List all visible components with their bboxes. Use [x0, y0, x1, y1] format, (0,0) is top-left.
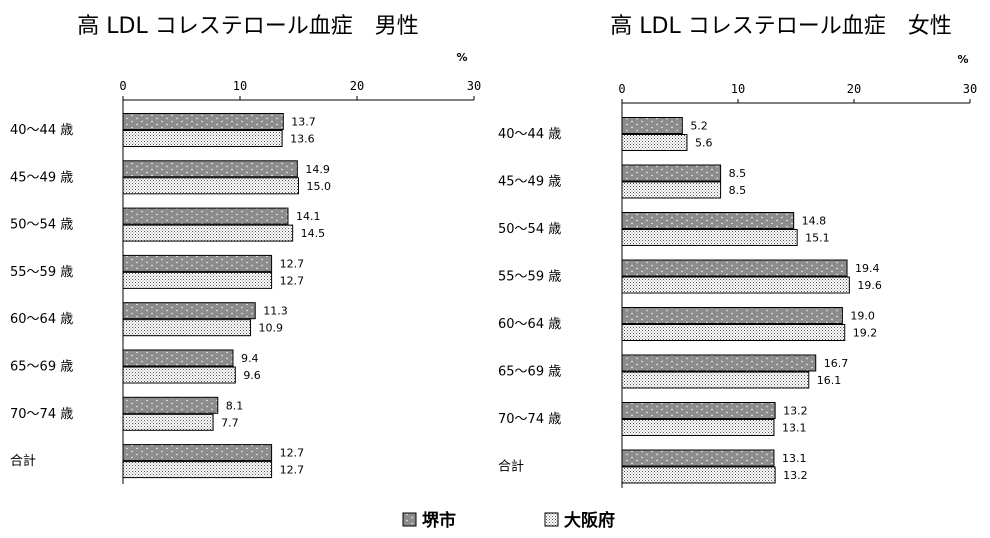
chart1-data-label-sakai: 12.7: [280, 447, 305, 460]
chart2-data-label-osaka: 13.1: [782, 422, 807, 435]
chart2-bar-sakai: [621, 164, 722, 182]
legend: 堺市 大阪府: [402, 510, 615, 531]
chart2-data-label-sakai: 5.2: [690, 120, 708, 133]
chart2-data-label-sakai: 14.8: [802, 215, 827, 228]
chart2-category-label: 45～49 歳: [498, 175, 561, 190]
chart1-category-label: 55～59 歳: [10, 265, 73, 280]
chart2-category-label: 40～44 歳: [498, 127, 561, 142]
chart2-data-label-osaka: 5.6: [695, 137, 713, 150]
chart1-bar-osaka: [122, 319, 252, 337]
chart1-category-label: 50～54 歳: [10, 218, 73, 233]
chart1-data-label-osaka: 14.5: [301, 227, 326, 240]
chart1-bar-sakai: [122, 444, 273, 462]
chart2-title: 高 LDL コレステロール血症 女性: [610, 14, 951, 39]
chart1-category-label: 40～44 歳: [10, 123, 73, 138]
chart1-data-label-osaka: 10.9: [259, 322, 284, 335]
chart2-tick-label: 20: [847, 82, 861, 96]
chart1-category-label: 合計: [10, 453, 36, 469]
chart1-bar-sakai: [122, 160, 298, 178]
chart2-category-label: 合計: [498, 459, 524, 475]
chart2-data-label-sakai: 19.0: [850, 310, 875, 323]
chart2-category-label: 60～64 歳: [498, 317, 561, 332]
chart2-bar-osaka: [621, 229, 798, 246]
chart2-bar-sakai: [621, 354, 817, 372]
chart2-bar-osaka: [621, 276, 850, 294]
chart1-tick-label: 10: [233, 79, 247, 93]
chart2-bar-osaka: [621, 324, 846, 341]
legend-label-sakai: 堺市: [422, 510, 456, 531]
legend-swatch-sakai: [402, 512, 417, 527]
chart1-data-label-osaka: 9.6: [243, 369, 261, 382]
chart1-bar-sakai: [122, 396, 219, 414]
chart1-data-label-osaka: 12.7: [280, 464, 305, 477]
chart1-title: 高 LDL コレステロール血症 男性: [77, 14, 418, 39]
chart1-unit-label: %: [456, 51, 467, 64]
chart2-bar-sakai: [621, 259, 848, 277]
chart1-data-label-sakai: 12.7: [280, 257, 305, 270]
chart2-bar-sakai: [621, 307, 843, 324]
chart2-category-label: 70～74 歳: [498, 412, 561, 427]
chart1-data-label-osaka: 12.7: [280, 274, 305, 287]
chart2-data-label-osaka: 19.6: [857, 279, 882, 292]
chart2-data-label-osaka: 16.1: [817, 374, 842, 387]
chart2-category-label: 65～69 歳: [498, 365, 561, 380]
chart2-data-label-osaka: 13.2: [783, 469, 808, 482]
chart1-category-label: 60～64 歳: [10, 312, 73, 327]
chart1-data-label-sakai: 11.3: [263, 305, 288, 318]
chart1-data-label-sakai: 14.1: [296, 210, 321, 223]
chart1-data-label-sakai: 8.1: [226, 399, 244, 412]
chart2-bar-osaka: [621, 466, 776, 484]
chart2-data-label-sakai: 13.1: [782, 452, 807, 465]
chart2-bar-sakai: [621, 402, 776, 419]
chart2-bar-osaka: [621, 134, 688, 151]
chart2-data-label-sakai: 13.2: [783, 405, 808, 418]
chart1-data-label-sakai: 9.4: [241, 352, 258, 365]
chart1-bar-osaka: [122, 177, 299, 195]
chart1-data-label-osaka: 7.7: [221, 416, 239, 429]
chart2-data-label-osaka: 19.2: [853, 327, 878, 340]
chart1-bar-osaka: [122, 224, 294, 242]
chart1-tick-label: 20: [350, 79, 364, 93]
chart1-bar-sakai: [122, 302, 256, 320]
chart1-category-label: 70～74 歳: [10, 407, 73, 422]
legend-swatch-osaka: [544, 512, 559, 527]
chart2-data-label-sakai: 16.7: [824, 357, 849, 370]
chart1-bar-sakai: [122, 254, 273, 272]
chart2-data-label-sakai: 19.4: [855, 262, 880, 275]
chart1-bar-sakai: [122, 113, 284, 130]
chart2-tick-label: 0: [618, 82, 625, 96]
chart1-data-label-osaka: 13.6: [290, 133, 315, 146]
chart1-bar-osaka: [122, 271, 273, 289]
chart1-bar-osaka: [122, 130, 283, 147]
chart2-bar-sakai: [621, 449, 775, 467]
chart1-bar-osaka: [122, 413, 214, 431]
chart1-bar-sakai: [122, 349, 234, 367]
chart2-unit-label: %: [957, 53, 968, 66]
chart1-data-label-osaka: 15.0: [307, 180, 332, 193]
chart2-bar-osaka: [621, 371, 810, 389]
chart2-category-label: 55～59 歳: [498, 270, 561, 285]
chart2-tick-label: 30: [963, 82, 977, 96]
chart1-tick-label: 0: [119, 79, 126, 93]
chart1-bar-sakai: [122, 207, 289, 225]
chart1-bar-osaka: [122, 461, 273, 479]
chart2-category-label: 50～54 歳: [498, 222, 561, 237]
chart2-bar-sakai: [621, 212, 795, 229]
chart1-category-label: 45～49 歳: [10, 170, 73, 185]
chart1-category-label: 65～69 歳: [10, 360, 73, 375]
chart2-bar-sakai: [621, 117, 683, 134]
chart2-data-label-sakai: 8.5: [729, 167, 747, 180]
chart2-data-label-osaka: 8.5: [729, 184, 747, 197]
chart2-bar-osaka: [621, 419, 775, 436]
chart2-tick-label: 10: [731, 82, 745, 96]
chart1-bar-osaka: [122, 366, 236, 384]
chart1-data-label-sakai: 14.9: [305, 163, 330, 176]
chart2-bar-osaka: [621, 181, 722, 199]
chart2-data-label-osaka: 15.1: [805, 232, 830, 245]
chart1-tick-label: 30: [467, 79, 481, 93]
legend-label-osaka: 大阪府: [564, 510, 615, 531]
chart1-data-label-sakai: 13.7: [291, 116, 316, 129]
